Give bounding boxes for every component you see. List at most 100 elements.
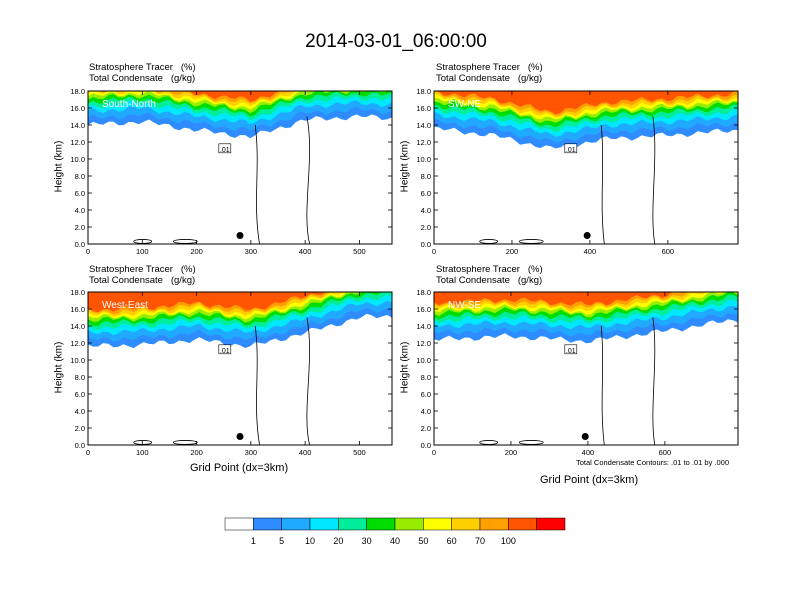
location-marker — [581, 433, 589, 440]
y-tick-label: 4.0 — [75, 206, 85, 215]
colorbar: 1 5 10 20 30 40 50 60 70 100 — [224, 517, 566, 546]
y-tick-label: 2.0 — [75, 223, 85, 232]
contour-label-box — [218, 143, 232, 154]
contour-label-box — [564, 344, 578, 355]
panel-west-east: .01 West-East 0.0 2.0 4.0 6.0 8.0 10.0 12.0 14.0 1… — [70, 288, 393, 457]
page-title: 2014-03-01_06:00:00 — [305, 31, 487, 52]
colorbar-swatch — [536, 517, 566, 531]
colorbar-swatch — [366, 517, 396, 531]
contour-label: .01 — [566, 348, 576, 355]
tracer-layer — [88, 292, 392, 313]
y-tick-label: 0.0 — [75, 240, 85, 249]
y-tick-label: 14.0 — [416, 121, 431, 130]
y-tick-label: 8.0 — [421, 172, 431, 181]
x-tick-label: 100 — [136, 448, 149, 457]
tracer-field: .01 — [434, 292, 738, 445]
x-tick-label: 300 — [245, 448, 258, 457]
y-tick-label: 12.0 — [416, 339, 431, 348]
x-tick-label: 500 — [353, 448, 366, 457]
y-tick-label: 10.0 — [70, 155, 85, 164]
panel-nw-se: .01 NW-SE 0.0 2.0 4.0 6.0 8.0 10.0 12.0 14.0 16.0 1… — [416, 288, 739, 457]
panel-south-north: .01 South-North 0.0 2.0 4.0 6.0 8.0 10.0 12.0 14.… — [70, 87, 393, 256]
colorbar-label: 50 — [418, 536, 428, 546]
y-tick-label: 0.0 — [75, 441, 85, 450]
tracer-layer — [434, 292, 738, 306]
contour-label: .01 — [220, 348, 230, 355]
location-marker — [583, 232, 591, 239]
y-tick-label: 12.0 — [70, 138, 85, 147]
colorbar-swatch — [423, 517, 452, 531]
x-tick-label: 400 — [299, 448, 312, 457]
x-tick-label: 400 — [582, 448, 595, 457]
x-tick-label: 0 — [432, 247, 436, 256]
colorbar-swatch — [281, 517, 311, 531]
tracer-field: .01 — [434, 91, 738, 244]
colorbar-label: 1 — [251, 536, 256, 546]
colorbar-swatch — [338, 517, 367, 531]
y-tick-label: 6.0 — [421, 189, 431, 198]
tracer-layer — [88, 91, 392, 102]
plot-frame — [433, 90, 739, 245]
x-tick-label: 500 — [353, 247, 366, 256]
x-tick-label: 300 — [245, 247, 258, 256]
colorbar-label: 40 — [390, 536, 400, 546]
tracer-layer — [88, 91, 392, 104]
condensate-contours — [479, 116, 656, 244]
y-tick-label: 14.0 — [70, 322, 85, 331]
x-tick-label: 200 — [190, 247, 203, 256]
x-tick-label: 400 — [584, 247, 597, 256]
panel-label: SW-NE — [448, 99, 481, 110]
y-tick-label: 16.0 — [416, 305, 431, 314]
x-tick-label: 600 — [662, 247, 675, 256]
condensate-contours — [479, 317, 656, 445]
y-tick-label: 18.0 — [416, 288, 431, 297]
condensate-contours — [133, 317, 310, 445]
y-tick-label: 16.0 — [70, 104, 85, 113]
y-tick-label: 2.0 — [421, 223, 431, 232]
colorbar-label: 30 — [362, 536, 372, 546]
location-marker — [236, 433, 244, 440]
y-tick-label: 12.0 — [70, 339, 85, 348]
y-tick-label: 0.0 — [421, 240, 431, 249]
y-tick-label: 4.0 — [421, 206, 431, 215]
colorbar-swatch — [309, 517, 339, 531]
colorbar-swatch — [479, 517, 509, 531]
panel-2-subtitle-line1: Stratosphere Tracer (%) — [436, 62, 543, 73]
panel-4-subtitle-line1: Stratosphere Tracer (%) — [436, 264, 543, 275]
colorbar-label: 5 — [279, 536, 284, 546]
panel-3-subtitle-line2: Total Condensate (g/kg) — [89, 275, 196, 286]
x-tick-label: 200 — [505, 448, 518, 457]
colorbar-label: 70 — [475, 536, 485, 546]
tracer-layer — [434, 91, 738, 115]
y-tick-label: 10.0 — [70, 356, 85, 365]
x-tick-label: 200 — [190, 448, 203, 457]
x-tick-label: 100 — [136, 247, 149, 256]
tracer-field: .01 — [88, 91, 392, 244]
x-tick-label: 0 — [432, 448, 436, 457]
colorbar-label: 100 — [501, 536, 516, 546]
panel-1-subtitle-line2: Total Condensate (g/kg) — [89, 73, 196, 84]
y-tick-label: 14.0 — [70, 121, 85, 130]
contour-label: .01 — [220, 147, 230, 154]
panel-sw-ne: .01 SW-NE 0.0 2.0 4.0 6.0 8.0 10.0 12.0 14.0 16.0 1… — [416, 87, 739, 256]
contour-note: Total Condensate Contours: .01 to .01 by… — [576, 458, 730, 467]
panel-1-subtitle: Stratosphere Tracer (%) Total Condensate … — [89, 62, 196, 84]
y-tick-label: 12.0 — [416, 138, 431, 147]
panel-2-subtitle: Stratosphere Tracer (%) Total Condensate … — [436, 62, 543, 84]
y-tick-label: 4.0 — [75, 407, 85, 416]
colorbar-swatch — [394, 517, 424, 531]
panel-1-subtitle-line1: Stratosphere Tracer (%) — [89, 62, 196, 73]
y-tick-label: 18.0 — [70, 87, 85, 96]
y-tick-label: 6.0 — [75, 189, 85, 198]
y-tick-label: 6.0 — [421, 390, 431, 399]
y-tick-label: 8.0 — [421, 373, 431, 382]
x-tick-label: 400 — [299, 247, 312, 256]
panel-2-subtitle-line2: Total Condensate (g/kg) — [436, 73, 543, 84]
contour-label-box — [218, 344, 232, 355]
colorbar-label: 10 — [305, 536, 315, 546]
colorbar-swatch — [451, 517, 481, 531]
y-tick-label: 0.0 — [421, 441, 431, 450]
panel-label: NW-SE — [448, 300, 481, 311]
y-tick-label: 8.0 — [75, 172, 85, 181]
panel-label: South-North — [102, 99, 156, 110]
